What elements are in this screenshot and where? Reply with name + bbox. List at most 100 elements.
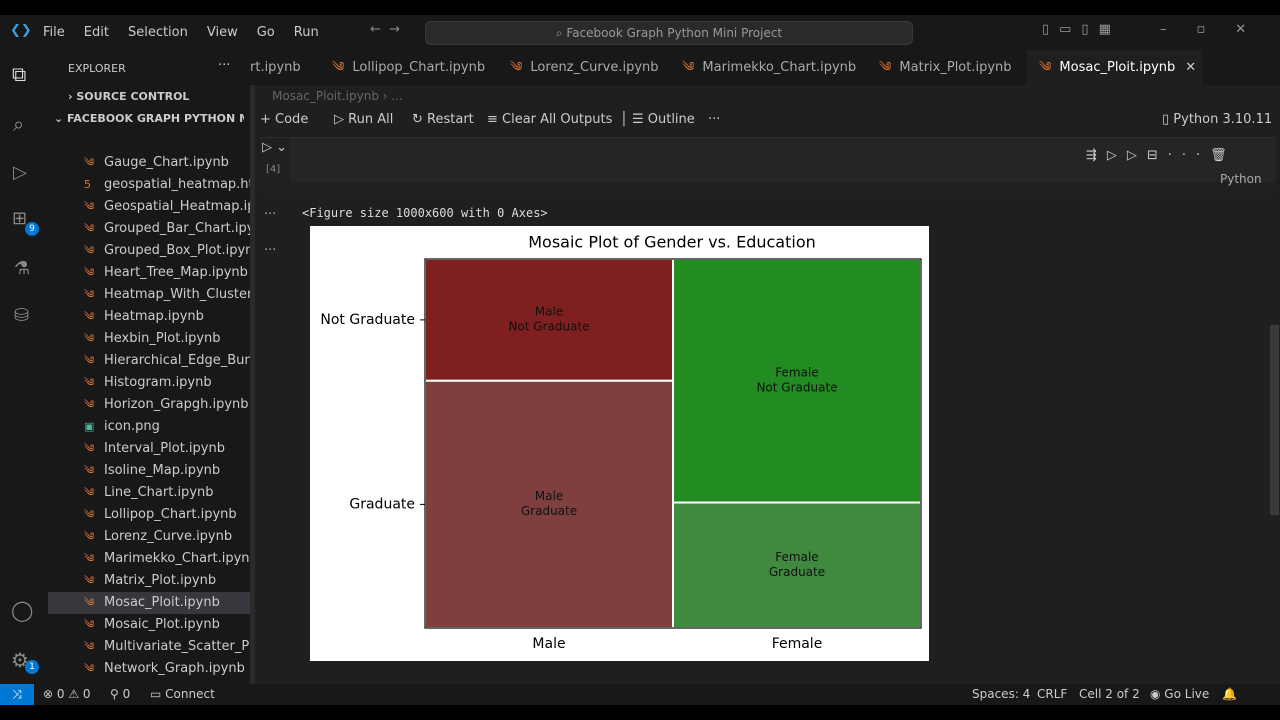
file-item[interactable]: ༄ Histogram.ipynb [48,372,250,394]
breadcrumb-item[interactable]: ... [391,89,403,103]
file-icon: ༄ [84,398,95,411]
window-controls[interactable]: –▫✕ [1160,22,1277,37]
file-name: Heatmap_With_Clusteri... [104,287,250,302]
database-icon[interactable]: ⛁ [14,305,30,326]
kernel[interactable]: ▯ Python 3.10.11 [1162,112,1273,127]
tab-bar: rt.ipynb ༄ Lollipop_Chart.ipynb ༄ Lorenz_Cur… [250,50,1280,85]
file-item[interactable]: ༄ Hexbin_Plot.ipynb [48,328,250,350]
output-more[interactable]: ··· [264,243,277,258]
add-code[interactable]: + Code [260,112,309,127]
file-icon: ༄ [84,222,95,235]
testing-icon[interactable]: ⚗ [14,258,31,279]
menu-item[interactable]: Run [293,25,319,40]
label: Run All [348,112,394,127]
settings-icon[interactable]: ⚙ [11,648,29,672]
menu-bar: File Edit Selection View Go Run [43,25,338,40]
file-item[interactable]: 5 geospatial_heatmap.html [48,174,250,196]
file-icon: ༄ [84,486,95,499]
file-item[interactable]: ༄ Network_Graph.ipynb [48,658,250,680]
file-item[interactable]: ༄ Isoline_Map.ipynb [48,460,250,482]
tab[interactable]: ༄ Marimekko_Chart.ipynb [670,50,867,85]
nav-arrows[interactable]: ← → [370,22,401,37]
explorer-more[interactable]: ··· [218,58,231,73]
accounts-icon[interactable]: ◯ [11,598,34,622]
run-icon[interactable]: ▷ [13,162,27,183]
file-item[interactable]: ༄ Lollipop_Chart.ipynb [48,504,250,526]
run-cell[interactable]: ▷ ⌄ [262,140,288,155]
cell-position[interactable]: Cell 2 of 2 [1079,687,1140,701]
tab[interactable]: ༄ Matrix_Plot.ipynb [867,50,1027,85]
breadcrumb-item[interactable]: Mosac_Ploit.ipynb [272,89,379,103]
tab[interactable]: rt.ipynb [250,50,320,85]
ports[interactable]: ⚲ 0 [110,687,131,701]
file-item[interactable]: ༄ Line_Chart.ipynb [48,482,250,504]
tab[interactable]: ༄ Mosac_Ploit.ipynb ✕ [1027,50,1202,85]
menu-item[interactable]: Edit [83,25,109,40]
file-icon: ༄ [84,332,95,345]
file-item[interactable]: ༄ Heart_Tree_Map.ipynb [48,262,250,284]
file-icon: ༄ [84,354,95,367]
x-tick-label: Male [532,636,565,652]
label: Clear All Outputs [502,112,613,127]
menu-item[interactable]: View [206,25,238,40]
file-name: Histogram.ipynb [104,375,212,390]
file-item[interactable]: ༄ Mosac_Ploit.ipynb [48,592,250,614]
run-all[interactable]: ▷ Run All [334,112,394,127]
section-header[interactable]: › SOURCE CONTROL [68,90,190,103]
file-item[interactable]: ༄ Gauge_Chart.ipynb [48,152,250,174]
file-icon: ༄ [84,530,95,543]
more[interactable]: ··· [302,23,315,38]
go-live[interactable]: ◉ Go Live [1150,687,1210,701]
menu-item[interactable]: Go [256,25,275,40]
file-name: Interval_Plot.ipynb [104,441,225,456]
tab-close[interactable]: ✕ [1185,60,1197,75]
file-item[interactable]: ༄ Interval_Plot.ipynb [48,438,250,460]
file-icon: ༄ [84,640,95,653]
search-icon[interactable]: ⌕ [13,112,25,136]
menu-item[interactable]: Selection [127,25,188,40]
tab[interactable]: ༄ Lollipop_Chart.ipynb [320,50,498,85]
mosaic-cell [424,379,674,629]
file-item[interactable]: ༄ Geospatial_Heatmap.ip... [48,196,250,218]
file-item[interactable]: ༄ Mosaic_Plot.ipynb [48,614,250,636]
file-item[interactable]: ༄ Heatmap.ipynb [48,306,250,328]
cell: ▷ ⌄ [4] ⇶▷▷⊟···🗑 Python [260,137,1276,196]
file-item[interactable]: ༄ Lorenz_Curve.ipynb [48,526,250,548]
file-item[interactable]: ༄ Multivariate_Scatter_Pl... [48,636,250,658]
eol[interactable]: CRLF [1037,687,1068,701]
layout-buttons[interactable]: ▯▭▯▦ [1042,22,1121,37]
file-item[interactable]: ༄ Marimekko_Chart.ipynb [48,548,250,570]
file-item[interactable]: ༄ Heatmap_With_Clusteri... [48,284,250,306]
explorer-icon[interactable]: ⧉ [12,62,27,86]
file-icon: ༄ [84,200,95,213]
file-item[interactable]: ▣ icon.png [48,416,250,438]
connect[interactable]: ▭ Connect [150,687,215,701]
x-tick-label: Female [772,636,823,652]
cell-toolbar[interactable]: ⇶▷▷⊟···🗑 [1086,148,1237,163]
indentation[interactable]: Spaces: 4 [972,687,1031,701]
extensions-icon[interactable]: ⊞ [12,208,28,229]
cell-label: Male [535,489,563,503]
label: Code [275,112,309,127]
notifications[interactable]: 🔔 [1222,687,1237,701]
cell-label: Female [775,550,818,564]
file-item[interactable]: ༄ Grouped_Bar_Chart.ipy... [48,218,250,240]
cell-language[interactable]: Python [1220,172,1262,186]
command-center[interactable]: ⌕ Facebook Graph Python Mini Project [425,21,913,45]
outline[interactable]: │ ☰ Outline [620,112,695,127]
output-more[interactable]: ··· [264,207,277,222]
file-item[interactable]: ༄ Hierarchical_Edge_Bun... [48,350,250,372]
more[interactable]: ··· [708,112,721,127]
file-item[interactable]: ༄ Horizon_Grapgh.ipynb [48,394,250,416]
tab[interactable]: ༄ Lorenz_Curve.ipynb [498,50,670,85]
menu-item[interactable]: File [43,25,65,40]
restart[interactable]: ↻ Restart [412,112,474,127]
file-item[interactable]: ༄Parallel_Coordinates_Pl... [48,680,250,684]
section-header[interactable]: ⌄ FACEBOOK GRAPH PYTHON MI... [54,112,244,125]
problems[interactable]: ⊗ 0 ⚠ 0 [43,687,91,701]
remote[interactable]: ⤨ [0,684,34,705]
clear-outputs[interactable]: ≡ Clear All Outputs [487,112,613,127]
file-name: Matrix_Plot.ipynb [104,573,217,588]
file-item[interactable]: ༄ Matrix_Plot.ipynb [48,570,250,592]
file-item[interactable]: ༄ Grouped_Box_Plot.ipynb [48,240,250,262]
